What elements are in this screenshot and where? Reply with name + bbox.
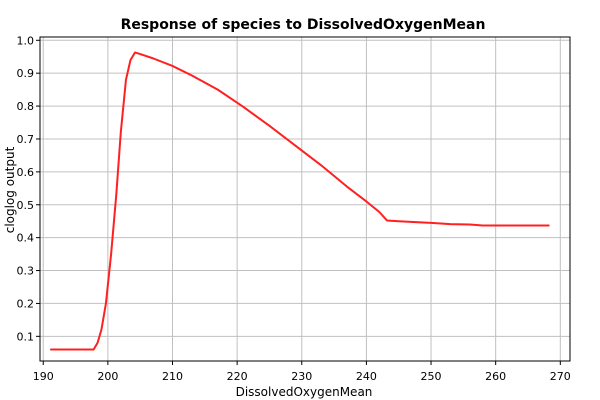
- y-tick-label: 0.6: [17, 166, 35, 179]
- x-tick-label: 240: [356, 370, 377, 383]
- y-axis-label: cloglog output: [3, 146, 17, 233]
- y-tick-label: 0.2: [17, 297, 35, 310]
- x-tick-label: 260: [485, 370, 506, 383]
- response-curve-line: [49, 51, 550, 351]
- y-tick-label: 0.1: [17, 330, 35, 343]
- chart-title: Response of species to DissolvedOxygenMe…: [121, 17, 486, 33]
- x-tick-label: 250: [421, 370, 442, 383]
- y-tick-label: 0.8: [17, 100, 35, 113]
- x-tick-label: 220: [227, 370, 248, 383]
- x-tick-label: 270: [550, 370, 571, 383]
- x-tick-label: 230: [291, 370, 312, 383]
- y-tick-label: 0.5: [17, 199, 35, 212]
- series-layer: [49, 51, 550, 351]
- y-tick-label: 0.3: [17, 265, 35, 278]
- y-tick-label: 0.9: [17, 67, 35, 80]
- x-tick-label: 200: [97, 370, 118, 383]
- y-tick-label: 1.0: [17, 34, 35, 47]
- x-axis-label: DissolvedOxygenMean: [236, 385, 373, 399]
- y-tick-label: 0.4: [17, 232, 35, 245]
- grid: [40, 37, 570, 361]
- x-tick-label: 190: [33, 370, 54, 383]
- axis-ticks: 190 200 210 220 230 240 250 260 270 0.1 0.2 0.3 0.4 0…: [17, 34, 571, 383]
- y-tick-label: 0.7: [17, 133, 35, 146]
- plot-area-frame: [39, 36, 571, 362]
- x-tick-label: 210: [162, 370, 183, 383]
